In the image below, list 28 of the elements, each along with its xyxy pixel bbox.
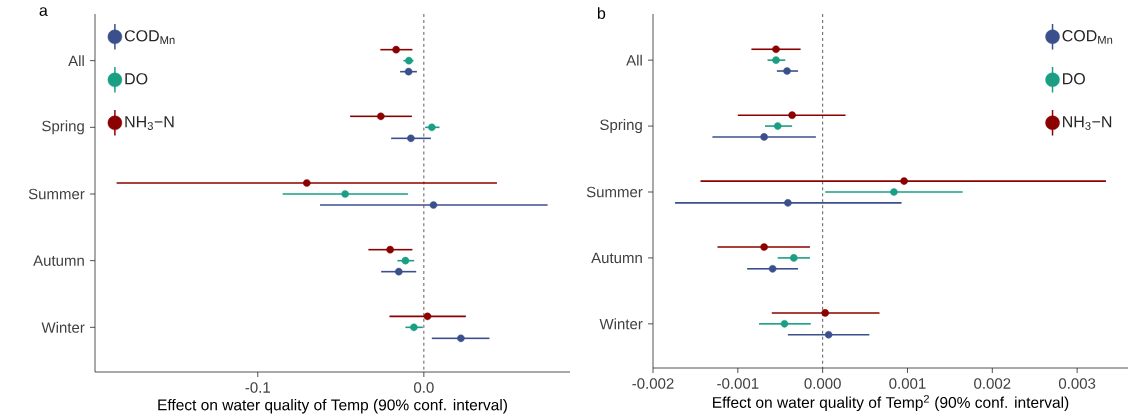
legend-label: NH$_{3}$−N [1063,116,1112,130]
y-tick-label: Winter [41,321,85,333]
chart-title: b [597,7,606,19]
x-tick-label: -0.1 [245,382,270,393]
y-tick-label: Spring [600,119,642,134]
x-axis-title: Effect on water quality of Temp (90% conf. interval) [158,399,507,414]
y-tick-label: Winter [599,318,643,330]
legend-label: DO [125,73,148,85]
y-tick-label: All [68,55,84,67]
legend-label: COD$_{Mn}$ [1062,30,1113,44]
legend-label: NH$_{3}$−N [125,116,174,130]
x-axis-title: Effect on water quality of Temp$^{2}$ (90% conf. interval) [713,395,1069,412]
x-tick-label: 0.002 [974,378,1011,389]
y-tick-label: Summer [586,186,643,198]
x-tick-label: 0.0 [414,382,434,393]
y-tick-label: All [626,54,642,66]
legend-label: DO [1063,73,1085,85]
legend-label: COD$_{Mn}$ [124,30,175,44]
y-tick-label: Autumn [591,252,642,264]
y-tick-label: Summer [28,188,85,200]
chart-title: a [39,7,48,16]
x-tick-label: -0.001 [717,378,759,389]
y-tick-label: Spring [42,120,84,135]
x-tick-label: 0.003 [1058,378,1096,389]
x-tick-label: -0.002 [632,378,674,389]
x-tick-label: 0.001 [889,378,926,389]
y-tick-label: Autumn [33,255,84,266]
x-tick-label: 0.000 [804,378,841,389]
